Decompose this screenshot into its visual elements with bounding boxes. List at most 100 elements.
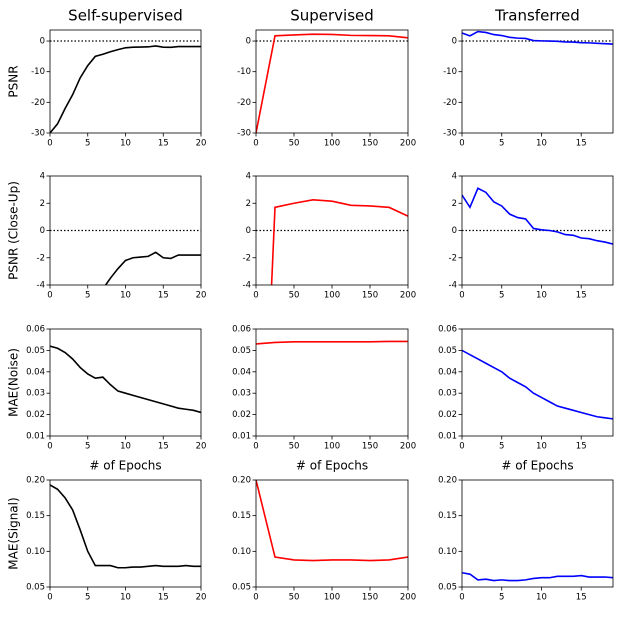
x-axis-label: # of Epochs: [501, 459, 573, 473]
y-tick-label: 0: [246, 226, 251, 236]
x-axis-label: # of Epochs: [89, 459, 161, 473]
x-tick-label: 10: [536, 139, 547, 149]
data-line: [256, 33, 408, 133]
x-tick-label: 0: [459, 593, 464, 603]
x-tick-label: 0: [253, 139, 258, 149]
x-tick-label: 50: [289, 442, 300, 452]
axes-frame: [49, 29, 202, 134]
y-tick-label: 0.02: [232, 410, 251, 420]
x-tick-label: 100: [324, 139, 340, 149]
y-tick-label: 0: [246, 37, 251, 47]
x-tick-label: 0: [47, 139, 52, 149]
y-tick-label: -10: [443, 67, 457, 77]
y-tick-label: 0.05: [438, 583, 457, 593]
x-tick-label: 20: [196, 291, 207, 301]
x-tick-label: 10: [536, 291, 547, 301]
y-tick-label: -20: [443, 98, 457, 108]
x-tick-label: 10: [120, 442, 131, 452]
y-tick-label: -20: [237, 98, 251, 108]
axes-frame: [461, 175, 614, 286]
data-line: [462, 187, 613, 245]
x-tick-label: 150: [362, 291, 378, 301]
y-tick-label: 0.10: [26, 547, 45, 557]
y-tick-label: 0: [40, 37, 45, 47]
x-tick-label: 50: [289, 139, 300, 149]
x-tick-label: 200: [400, 593, 416, 603]
y-tick-label: 0.03: [26, 389, 45, 399]
x-tick-label: 15: [576, 291, 587, 301]
x-tick-label: 10: [120, 139, 131, 149]
subplot-title: Supervised: [290, 7, 374, 25]
y-tick-label: 0.06: [232, 325, 251, 335]
data-line: [462, 30, 613, 45]
x-tick-label: 200: [400, 442, 416, 452]
y-tick-label: 4: [452, 172, 457, 182]
x-tick-label: 150: [362, 139, 378, 149]
x-tick-label: 15: [576, 593, 587, 603]
x-tick-label: 5: [85, 291, 90, 301]
data-line: [270, 199, 408, 285]
y-tick-label: 0.05: [438, 346, 457, 356]
x-tick-label: 0: [253, 442, 258, 452]
y-tick-label: 0.02: [26, 410, 45, 420]
x-tick-label: 0: [47, 593, 52, 603]
data-line: [462, 349, 613, 420]
x-tick-label: 0: [253, 593, 258, 603]
y-tick-label: 0.03: [438, 389, 457, 399]
x-tick-label: 200: [400, 291, 416, 301]
y-tick-label: -20: [31, 98, 45, 108]
y-tick-label: 0: [452, 226, 457, 236]
x-tick-label: 5: [499, 442, 504, 452]
y-tick-label: 0.04: [26, 367, 45, 377]
x-tick-label: 20: [196, 442, 207, 452]
subplot-title: Transferred: [494, 7, 580, 25]
y-tick-label: -4: [37, 281, 45, 291]
x-tick-label: 15: [158, 593, 169, 603]
x-tick-label: 100: [324, 593, 340, 603]
y-tick-label: 0.05: [232, 346, 251, 356]
y-tick-label: 0.06: [438, 325, 457, 335]
subplot: 0.05 0.10 0.15 0.20 0 5 10 15: [438, 476, 614, 603]
x-tick-label: 100: [324, 291, 340, 301]
y-axis-label: MAE(Signal): [7, 497, 21, 569]
data-line: [462, 571, 613, 582]
x-tick-label: 0: [459, 139, 464, 149]
x-tick-label: 100: [324, 442, 340, 452]
axes-frame: [461, 479, 614, 588]
x-tick-label: 10: [536, 593, 547, 603]
y-tick-label: 2: [40, 199, 45, 209]
x-tick-label: 0: [459, 442, 464, 452]
y-tick-label: 0.20: [438, 476, 457, 486]
subplot: # of Epochs 0.01 0.02 0.03 0.04 0.05 0.06 0 50 10…: [232, 325, 416, 473]
axes-frame: [461, 328, 614, 437]
y-tick-label: -2: [449, 253, 457, 263]
x-tick-label: 0: [47, 442, 52, 452]
y-tick-label: -10: [237, 67, 251, 77]
y-tick-label: -30: [443, 129, 457, 139]
x-tick-label: 20: [196, 139, 207, 149]
subplot: -4 -2 0 2 4 0 5 10 15: [449, 172, 614, 301]
x-tick-label: 10: [120, 593, 131, 603]
subplot: # of Epochs 0.01 0.02 0.03 0.04 0.05 0.06 0 5 10 1…: [438, 325, 614, 473]
data-line: [256, 340, 408, 345]
y-tick-label: 0.01: [26, 432, 45, 442]
axes-frame: [49, 175, 202, 286]
subplot: Self-supervised PSNR -30 -20 -10 0 0 5 10 15 20: [7, 7, 207, 149]
y-tick-label: 0.02: [438, 410, 457, 420]
y-axis-label: PSNR (Close-Up): [7, 181, 21, 280]
y-tick-label: -2: [37, 253, 45, 263]
y-tick-label: 0.15: [26, 511, 45, 521]
x-tick-label: 200: [400, 139, 416, 149]
y-tick-label: -4: [449, 281, 457, 291]
y-tick-label: 0.05: [26, 346, 45, 356]
subplot: PSNR (Close-Up) -4 -2 0 2 4 0 5 10 15 20: [7, 172, 207, 301]
data-line: [50, 484, 201, 569]
y-tick-label: 2: [246, 199, 251, 209]
y-axis-label: MAE(Noise): [7, 348, 21, 417]
x-tick-label: 10: [536, 442, 547, 452]
x-tick-label: 5: [85, 442, 90, 452]
x-tick-label: 5: [499, 593, 504, 603]
y-tick-label: -10: [31, 67, 45, 77]
x-tick-label: 5: [499, 291, 504, 301]
y-tick-label: -4: [243, 281, 251, 291]
